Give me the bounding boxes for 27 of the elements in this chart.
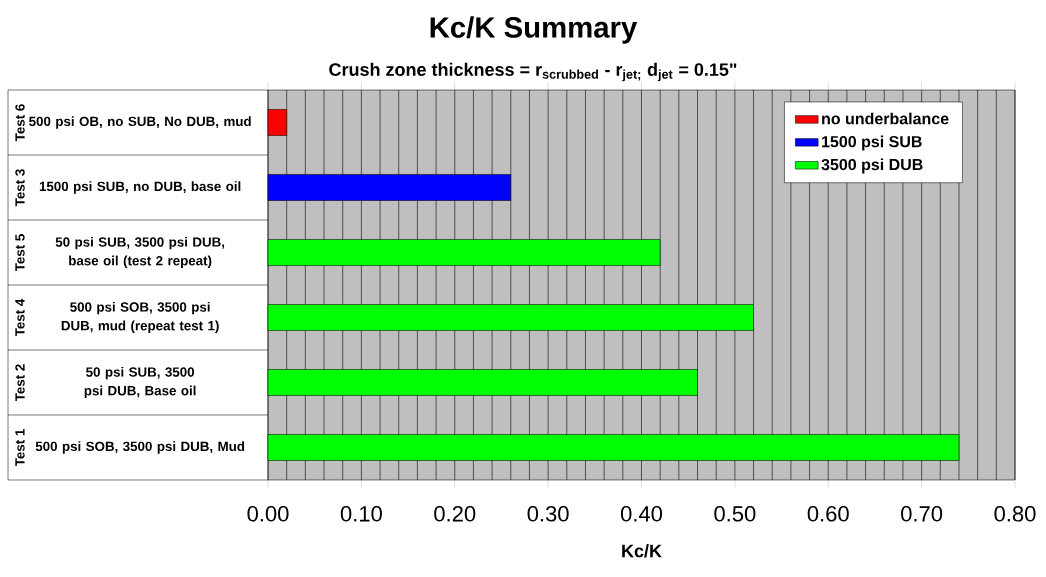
- text: Test 3: [15, 169, 25, 207]
- text: Test 5: [15, 234, 25, 272]
- legend-label: no underbalance: [822, 112, 949, 125]
- y-tick-label: 500 psi SOB, 3500 psi DUB, mud (repeat test 1): [61, 301, 219, 334]
- x-tick-label: 0.50: [714, 506, 756, 522]
- x-tick-label: 0.40: [620, 506, 663, 522]
- text: Test 4: [15, 298, 25, 337]
- y-tick-label: 50 psi SUB, 3500 psi DUB, Base oil: [84, 366, 196, 399]
- y-tick-label: 500 psi SOB, 3500 psi DUB, Mud: [35, 441, 245, 454]
- legend-label: 3500 psi DUB: [821, 158, 923, 174]
- x-tick-label: 0.80: [994, 506, 1036, 522]
- chart-subtitle: Crush zone thickness = r$_{scrubbed}$ - r$_{jet;}$ d$_{jet}$ = 0.15": [329, 62, 737, 82]
- text: Test 2: [15, 364, 25, 402]
- text: Test 1: [15, 429, 25, 467]
- x-axis-title: Kc/K: [622, 544, 662, 558]
- x-tick-label: 0.30: [527, 506, 569, 522]
- x-tick-label: 0.70: [901, 506, 943, 522]
- y-tick-label: 50 psi SUB, 3500 psi DUB, base oil (test 2 repeat): [55, 236, 225, 269]
- chart-title: Kc/K Summary: [430, 16, 638, 44]
- x-tick-label: 0.00: [247, 506, 289, 522]
- y-tick-label: 500 psi OB, no SUB, No DUB, mud: [29, 116, 251, 129]
- x-tick-label: 0.20: [434, 506, 476, 522]
- x-tick-label: 0.60: [807, 506, 849, 522]
- legend-label: 1500 psi SUB: [822, 135, 922, 151]
- x-tick-label: 0.10: [340, 506, 382, 522]
- text: Test 6: [15, 104, 25, 142]
- y-tick-label: 1500 psi SUB, no DUB, base oil: [39, 181, 241, 194]
